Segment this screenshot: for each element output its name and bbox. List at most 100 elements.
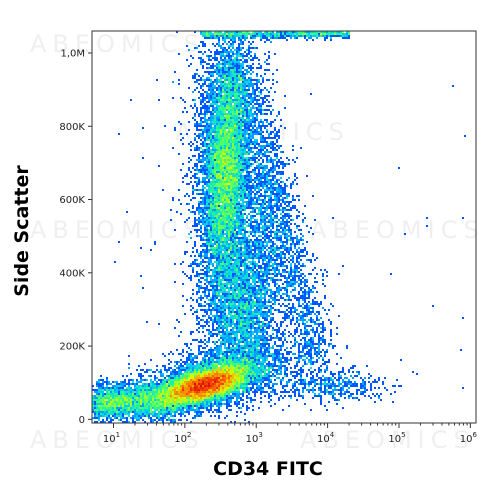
event-dot [260, 247, 262, 249]
event-dot [220, 89, 222, 91]
event-dot [216, 263, 218, 265]
event-dot [452, 85, 454, 87]
event-dot [200, 287, 202, 289]
event-dot [192, 57, 194, 59]
event-dot [282, 215, 284, 217]
event-dot [274, 189, 276, 191]
event-dot [218, 109, 220, 111]
event-dot [282, 31, 284, 33]
event-dot [204, 51, 206, 53]
event-dot [244, 259, 246, 261]
event-dot [214, 55, 216, 57]
event-dot [230, 115, 232, 117]
event-dot [274, 267, 276, 269]
event-dot [208, 83, 210, 85]
event-dot [206, 167, 208, 169]
event-dot [218, 219, 220, 221]
event-dot [220, 235, 222, 237]
event-dot [224, 119, 226, 121]
event-dot [222, 273, 224, 275]
event-dot [224, 85, 226, 87]
event-dot [278, 231, 280, 233]
event-dot [244, 105, 246, 107]
event-dot [188, 217, 190, 219]
event-dot [260, 249, 262, 251]
event-dot [294, 279, 296, 281]
event-dot [236, 293, 238, 295]
event-dot [204, 183, 206, 185]
event-dot [232, 151, 234, 153]
event-dot [228, 201, 230, 203]
event-dot [306, 33, 308, 35]
event-dot [234, 207, 236, 209]
event-dot [206, 257, 208, 259]
event-dot [198, 219, 200, 221]
event-dot [244, 281, 246, 283]
event-dot [244, 145, 246, 147]
event-dot [266, 255, 268, 257]
event-dot [206, 169, 208, 171]
event-dot [228, 169, 230, 171]
event-dot [214, 109, 216, 111]
event-dot [334, 33, 336, 35]
event-dot [230, 167, 232, 169]
event-dot [298, 261, 300, 263]
event-dot [212, 137, 214, 139]
event-dot [204, 279, 206, 281]
event-dot [306, 253, 308, 255]
event-dot [294, 199, 296, 201]
event-dot [232, 289, 234, 291]
event-dot [216, 161, 218, 163]
event-dot [230, 263, 232, 265]
event-dot [202, 85, 204, 87]
event-dot [246, 173, 248, 175]
event-dot [336, 33, 338, 35]
event-dot [234, 213, 236, 215]
event-dot [310, 35, 312, 37]
event-dot [296, 217, 298, 219]
event-dot [198, 189, 200, 191]
event-dot [260, 65, 262, 67]
event-dot [206, 193, 208, 195]
event-dot [248, 269, 250, 271]
event-dot [264, 95, 266, 97]
event-dot [228, 235, 230, 237]
event-dot [202, 277, 204, 279]
event-dot [222, 147, 224, 149]
event-dot [258, 241, 260, 243]
event-dot [248, 85, 250, 87]
event-dot [186, 173, 188, 175]
event-dot [232, 295, 234, 297]
event-dot [228, 295, 230, 297]
event-dot [232, 223, 234, 225]
event-dot [228, 225, 230, 227]
event-dot [230, 93, 232, 95]
event-dot [290, 279, 292, 281]
event-dot [244, 247, 246, 249]
event-dot [276, 233, 278, 235]
event-dot [202, 93, 204, 95]
event-dot [208, 239, 210, 241]
event-dot [240, 107, 242, 109]
event-dot [202, 233, 204, 235]
event-dot [202, 173, 204, 175]
event-dot [194, 147, 196, 149]
event-dot [232, 233, 234, 235]
event-dot [240, 103, 242, 105]
event-dot [254, 291, 256, 293]
event-dot [242, 191, 244, 193]
event-dot [222, 85, 224, 87]
event-dot [198, 171, 200, 173]
event-dot [214, 163, 216, 165]
event-dot [210, 279, 212, 281]
event-dot [218, 51, 220, 53]
event-dot [224, 49, 226, 51]
event-dot [228, 265, 230, 267]
event-dot [244, 51, 246, 53]
event-dot [258, 125, 260, 127]
event-dot [206, 31, 208, 33]
event-dot [256, 201, 258, 203]
event-dot [256, 133, 258, 135]
event-dot [246, 111, 248, 113]
event-dot [230, 49, 232, 51]
